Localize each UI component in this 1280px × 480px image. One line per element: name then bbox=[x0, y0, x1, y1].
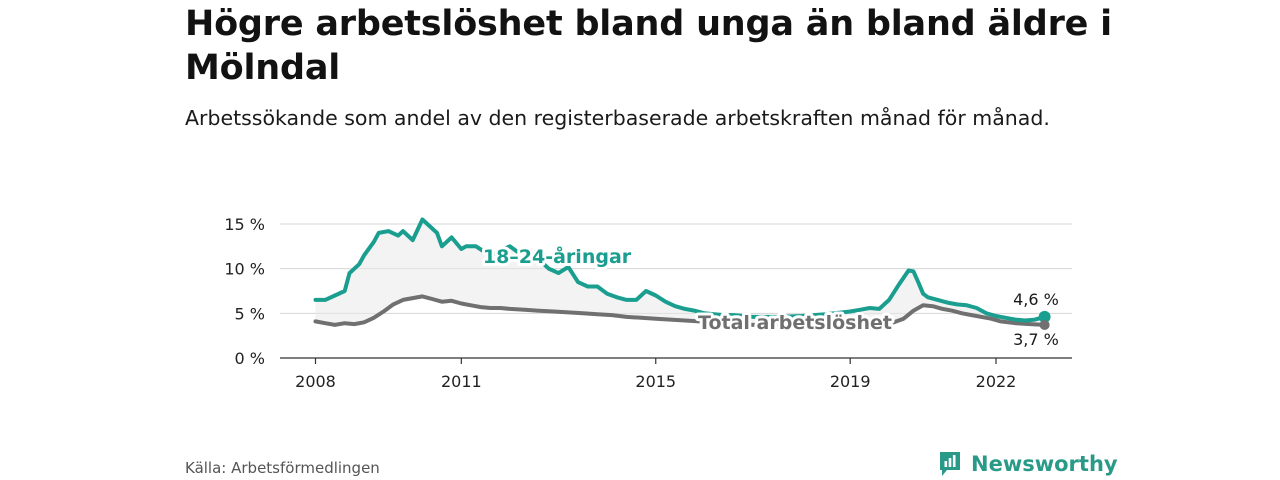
y-tick-label: 10 % bbox=[224, 260, 265, 279]
newsworthy-logo-icon bbox=[940, 452, 960, 476]
series-label-youth: 18–24-åringar bbox=[483, 244, 632, 268]
series-labels: 4,6 % 3,7 % 18–24-åringar Total arbetslöshe… bbox=[480, 241, 1059, 349]
x-tick-label: 2019 bbox=[830, 372, 871, 391]
series-lines bbox=[313, 217, 1047, 328]
y-tick-label: 15 % bbox=[224, 215, 265, 234]
y-tick-label: 5 % bbox=[235, 304, 265, 323]
chart-subtitle: Arbetssökande som andel av den registerb… bbox=[185, 106, 1050, 130]
x-tick-label: 2011 bbox=[441, 372, 482, 391]
source-note: Källa: Arbetsförmedlingen bbox=[185, 459, 380, 477]
y-axis: 0 % 5 % 10 % 15 % bbox=[224, 215, 265, 368]
end-label-youth: 4,6 % bbox=[1013, 290, 1059, 309]
series-line-youth bbox=[313, 217, 1047, 323]
gap-area bbox=[315, 219, 1045, 326]
brand-name: Newsworthy bbox=[971, 452, 1118, 476]
series-label-total: Total arbetslöshet bbox=[698, 312, 892, 334]
chart-title: Högre arbetslöshet bland unga än bland ä… bbox=[185, 4, 1112, 88]
brand-logo: Newsworthy bbox=[938, 450, 1118, 478]
x-tick-label: 2015 bbox=[635, 372, 676, 391]
y-tick-label: 0 % bbox=[235, 349, 265, 368]
line-chart: 0 % 5 % 10 % 15 % 2008 2011 2015 2019 2022 4,6 … bbox=[224, 215, 1072, 391]
x-tick-label: 2008 bbox=[295, 372, 336, 391]
x-axis: 2008 2011 2015 2019 2022 bbox=[295, 358, 1016, 391]
end-label-total: 3,7 % bbox=[1013, 330, 1059, 349]
x-tick-label: 2022 bbox=[976, 372, 1017, 391]
end-dot-youth bbox=[1038, 310, 1051, 323]
end-dot-total bbox=[1039, 319, 1050, 330]
series-line-total bbox=[313, 294, 1047, 328]
